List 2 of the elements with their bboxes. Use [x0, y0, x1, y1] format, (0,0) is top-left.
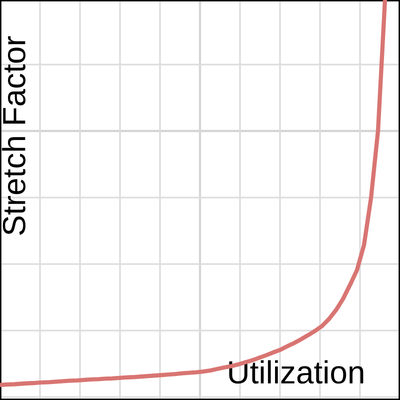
y-axis-title: Stretch Factor: [2, 36, 26, 235]
x-axis-title: Utilization: [229, 360, 364, 384]
